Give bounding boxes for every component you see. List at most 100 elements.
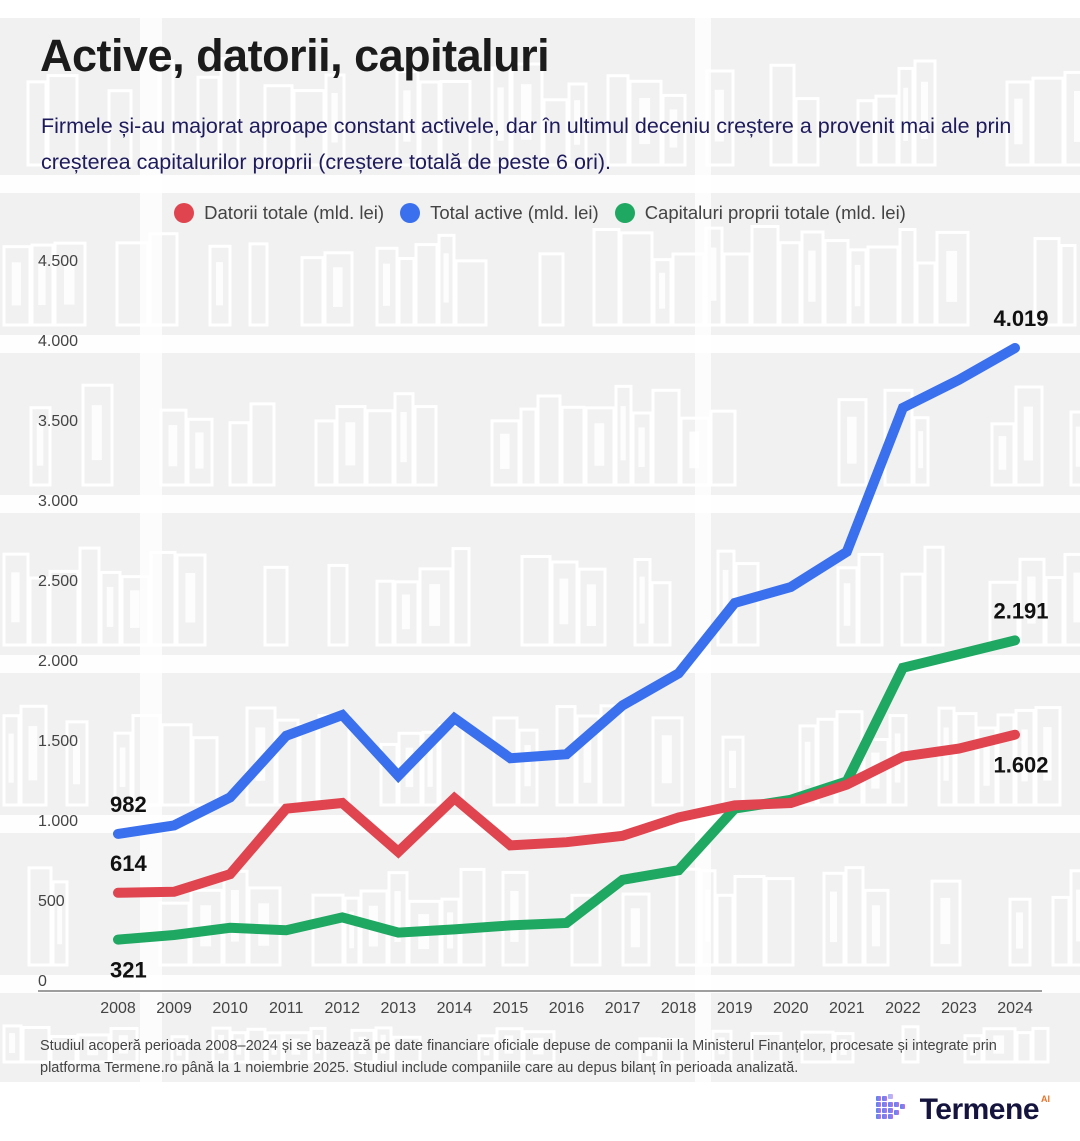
book-spine [714, 89, 724, 142]
shelf-board [0, 335, 1080, 353]
book-shape [263, 84, 294, 167]
book-shape [837, 398, 868, 487]
book-spine [1073, 572, 1080, 623]
x-tick-label: 2016 [549, 1000, 585, 1017]
book-shape [1031, 1026, 1050, 1064]
book-shape [397, 256, 416, 327]
book-spine [871, 905, 880, 947]
book-shape [393, 392, 415, 487]
book-spine [639, 98, 651, 145]
book-shape [78, 546, 101, 647]
book-shape [113, 731, 133, 807]
book-shape [311, 893, 345, 967]
book-shape [324, 73, 346, 167]
book-spine [236, 1038, 242, 1055]
book-spine [661, 735, 672, 784]
book-shape [990, 422, 1016, 487]
book-shape [375, 579, 395, 647]
book-shape [954, 712, 978, 807]
book-shape [769, 63, 796, 167]
book-shape [26, 80, 48, 167]
book-spine [349, 911, 355, 949]
book-spine [510, 890, 519, 942]
book-shape [219, 57, 240, 167]
book-shape [599, 704, 625, 807]
book-shape [538, 252, 565, 327]
x-tick-label: 2010 [212, 1000, 248, 1017]
shelf-board [0, 975, 1080, 993]
book-shape [857, 552, 884, 647]
book-shape [1014, 385, 1044, 487]
book-shape [19, 704, 48, 807]
book-shape [421, 730, 440, 807]
series-lines [113, 343, 1020, 945]
book-shape [327, 563, 349, 647]
book-spine [1076, 889, 1080, 942]
x-tick-label: 2008 [100, 1000, 136, 1017]
book-spine [230, 890, 239, 942]
book-shape [48, 569, 80, 647]
x-tick-label: 2013 [381, 1000, 417, 1017]
book-spine [594, 423, 605, 466]
legend-dot-icon [400, 203, 421, 223]
book-spine [722, 569, 729, 622]
book-shape [621, 892, 651, 967]
book-spine [1074, 90, 1080, 142]
legend-item-active[interactable]: Total active (mld. lei) [400, 202, 599, 224]
book-spine [500, 433, 510, 469]
book-shape [343, 896, 361, 967]
book-shape [65, 720, 89, 807]
book-shape [897, 66, 915, 167]
source-footnote: Studiul acoperă perioada 2008–2024 și se… [40, 1038, 997, 1076]
book-shape [584, 406, 616, 487]
book-spine [718, 1037, 725, 1055]
book-spine [1021, 729, 1028, 782]
termene-logo[interactable]: Termene AI [874, 1092, 1050, 1128]
book-shape [651, 716, 684, 807]
book-spine [1023, 406, 1033, 461]
book-spine [524, 745, 531, 787]
book-shape [1051, 895, 1071, 967]
book-shape [208, 244, 232, 327]
book-shape [592, 228, 621, 327]
book-spine [168, 425, 178, 467]
book-shape [577, 567, 607, 647]
book-shape [650, 581, 672, 647]
book-spine [804, 741, 811, 786]
book-spine [638, 427, 645, 467]
shelf-pillar [140, 18, 162, 1082]
book-shape [510, 62, 544, 167]
book-shape [661, 93, 687, 167]
book-shape [1044, 576, 1065, 647]
book-shape [750, 1031, 783, 1064]
book-shape [659, 1037, 684, 1064]
book-shape [874, 94, 899, 167]
book-shape [30, 243, 55, 327]
legend-item-datorii[interactable]: Datorii totale (mld. lei) [174, 202, 384, 224]
book-spine [73, 738, 80, 785]
book-shape [883, 388, 914, 487]
book-shape [2, 714, 21, 807]
book-shape [711, 1029, 733, 1064]
book-shape [1018, 557, 1046, 647]
legend-item-capitaluri[interactable]: Capitaluri proprii totale (mld. lei) [614, 202, 906, 224]
book-shape [2, 552, 30, 647]
x-tick-label: 2023 [941, 1000, 977, 1017]
book-shape [982, 1027, 1017, 1064]
book-spine [429, 584, 441, 626]
book-shape [628, 79, 663, 167]
y-tick-label: 1.000 [38, 813, 78, 830]
book-shape [638, 1037, 661, 1064]
legend-dot-icon [174, 203, 195, 223]
book-spine [669, 109, 678, 148]
book-shape [414, 243, 439, 327]
book-spine [840, 1039, 847, 1055]
book-shape [798, 724, 818, 807]
x-tick-label: 2017 [605, 1000, 641, 1017]
book-shape [21, 1026, 51, 1064]
x-tick-label: 2009 [156, 1000, 192, 1017]
book-shape [211, 1026, 232, 1064]
book-spine [64, 259, 75, 305]
top-band [0, 0, 1080, 18]
book-spine [106, 586, 114, 627]
